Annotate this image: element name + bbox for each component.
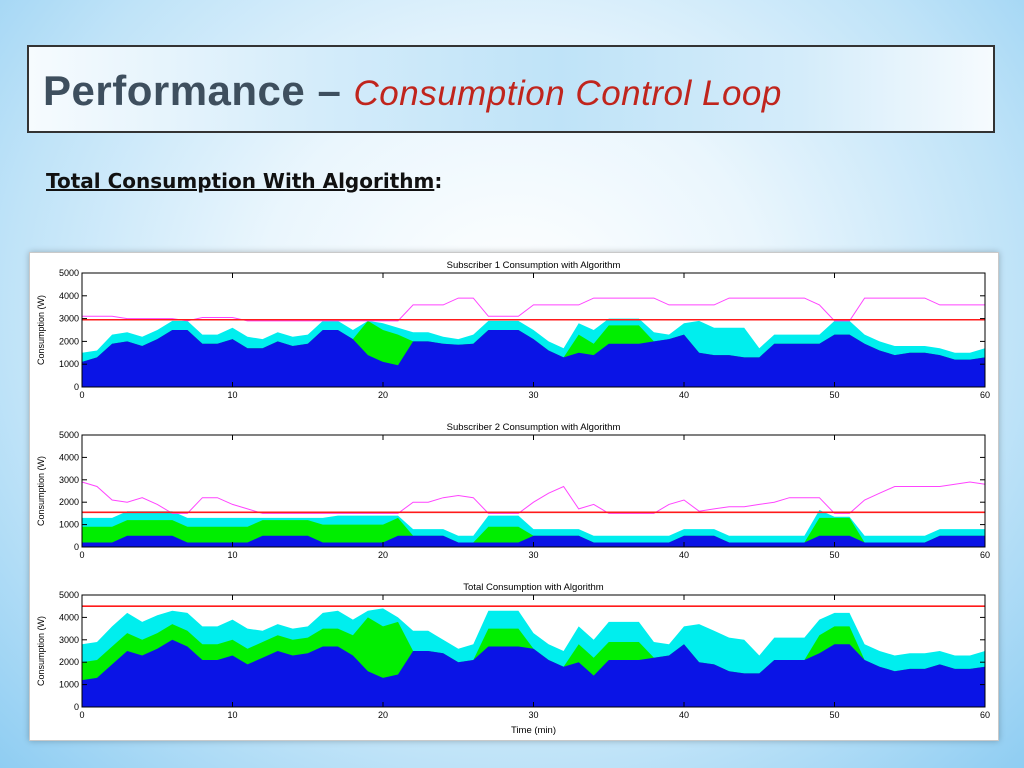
y-axis-label: Consumption (W)	[36, 295, 46, 365]
x-tick-label: 40	[679, 710, 689, 720]
x-tick-label: 30	[528, 550, 538, 560]
y-axis-label: Consumption (W)	[36, 456, 46, 526]
y-tick-label: 3000	[59, 314, 79, 324]
y-tick-label: 4000	[59, 291, 79, 301]
x-axis-label: Time (min)	[511, 725, 556, 736]
x-tick-label: 0	[79, 550, 84, 560]
title-sub-text: Consumption Control Loop	[353, 74, 782, 113]
chart-title: Subscriber 2 Consumption with Algorithm	[447, 422, 621, 433]
x-tick-label: 30	[528, 390, 538, 400]
x-tick-label: 20	[378, 710, 388, 720]
x-tick-label: 10	[227, 550, 237, 560]
x-tick-label: 50	[829, 550, 839, 560]
y-tick-label: 4000	[59, 452, 79, 462]
title-main-text: Performance –	[43, 67, 342, 114]
series-area-blue	[82, 330, 985, 387]
y-tick-label: 2000	[59, 497, 79, 507]
slide-subtitle: Total Consumption With Algorithm:	[46, 169, 442, 193]
y-tick-label: 5000	[59, 590, 79, 600]
x-tick-label: 20	[378, 550, 388, 560]
x-tick-label: 40	[679, 550, 689, 560]
x-tick-label: 60	[980, 390, 990, 400]
x-tick-label: 30	[528, 710, 538, 720]
y-tick-label: 1000	[59, 359, 79, 369]
y-tick-label: 2000	[59, 657, 79, 667]
x-tick-label: 20	[378, 390, 388, 400]
y-axis-label: Consumption (W)	[36, 616, 46, 686]
chart-figure-svg: 0 10 20 30 40 50 60010002000300040005000Subscr…	[36, 260, 990, 736]
chart-panel-2: 0 10 20 30 40 50 60 0 1000 2000 3000 4000 5000 Subscr…	[36, 422, 990, 560]
y-tick-label: 4000	[59, 612, 79, 622]
x-tick-label: 40	[679, 390, 689, 400]
x-tick-label: 60	[980, 550, 990, 560]
y-tick-label: 2000	[59, 336, 79, 346]
x-tick-label: 0	[79, 710, 84, 720]
x-tick-label: 60	[980, 710, 990, 720]
y-tick-label: 1000	[59, 680, 79, 690]
subtitle-text: Total Consumption With Algorithm	[46, 169, 435, 193]
y-tick-label: 5000	[59, 430, 79, 440]
y-tick-label: 3000	[59, 475, 79, 485]
y-tick-label: 5000	[59, 268, 79, 278]
x-tick-label: 10	[227, 390, 237, 400]
y-tick-label: 0	[74, 702, 79, 712]
x-tick-label: 50	[829, 710, 839, 720]
subtitle-colon: :	[434, 169, 443, 193]
title-banner: Performance – Consumption Control Loop	[27, 45, 995, 133]
x-tick-label: 50	[829, 390, 839, 400]
chart-title: Total Consumption with Algorithm	[463, 582, 604, 593]
series-area-blue	[82, 535, 985, 547]
series-line-demand	[81, 481, 986, 514]
x-tick-label: 10	[227, 710, 237, 720]
x-tick-label: 0	[79, 390, 84, 400]
y-tick-label: 1000	[59, 520, 79, 530]
chart-panel-1: 0 10 20 30 40 50 60 0 1000 2000 3000 4000 5000 Subscr…	[36, 260, 990, 400]
series-area-blue	[82, 639, 985, 707]
chart-panel-3: 0 10 20 30 40 50 60 0 1000 2000 3000 4000 5000 Total …	[36, 582, 990, 736]
y-tick-label: 0	[74, 542, 79, 552]
y-tick-label: 3000	[59, 635, 79, 645]
y-tick-label: 0	[74, 382, 79, 392]
series-line-demand	[82, 297, 985, 322]
chart-figure: 0 10 20 30 40 50 60 0 1000 2000 3000 4000 5000 Subscr…	[29, 252, 999, 741]
chart-title: Subscriber 1 Consumption with Algorithm	[447, 260, 621, 271]
slide-title: Performance – Consumption Control Loop	[43, 67, 782, 115]
